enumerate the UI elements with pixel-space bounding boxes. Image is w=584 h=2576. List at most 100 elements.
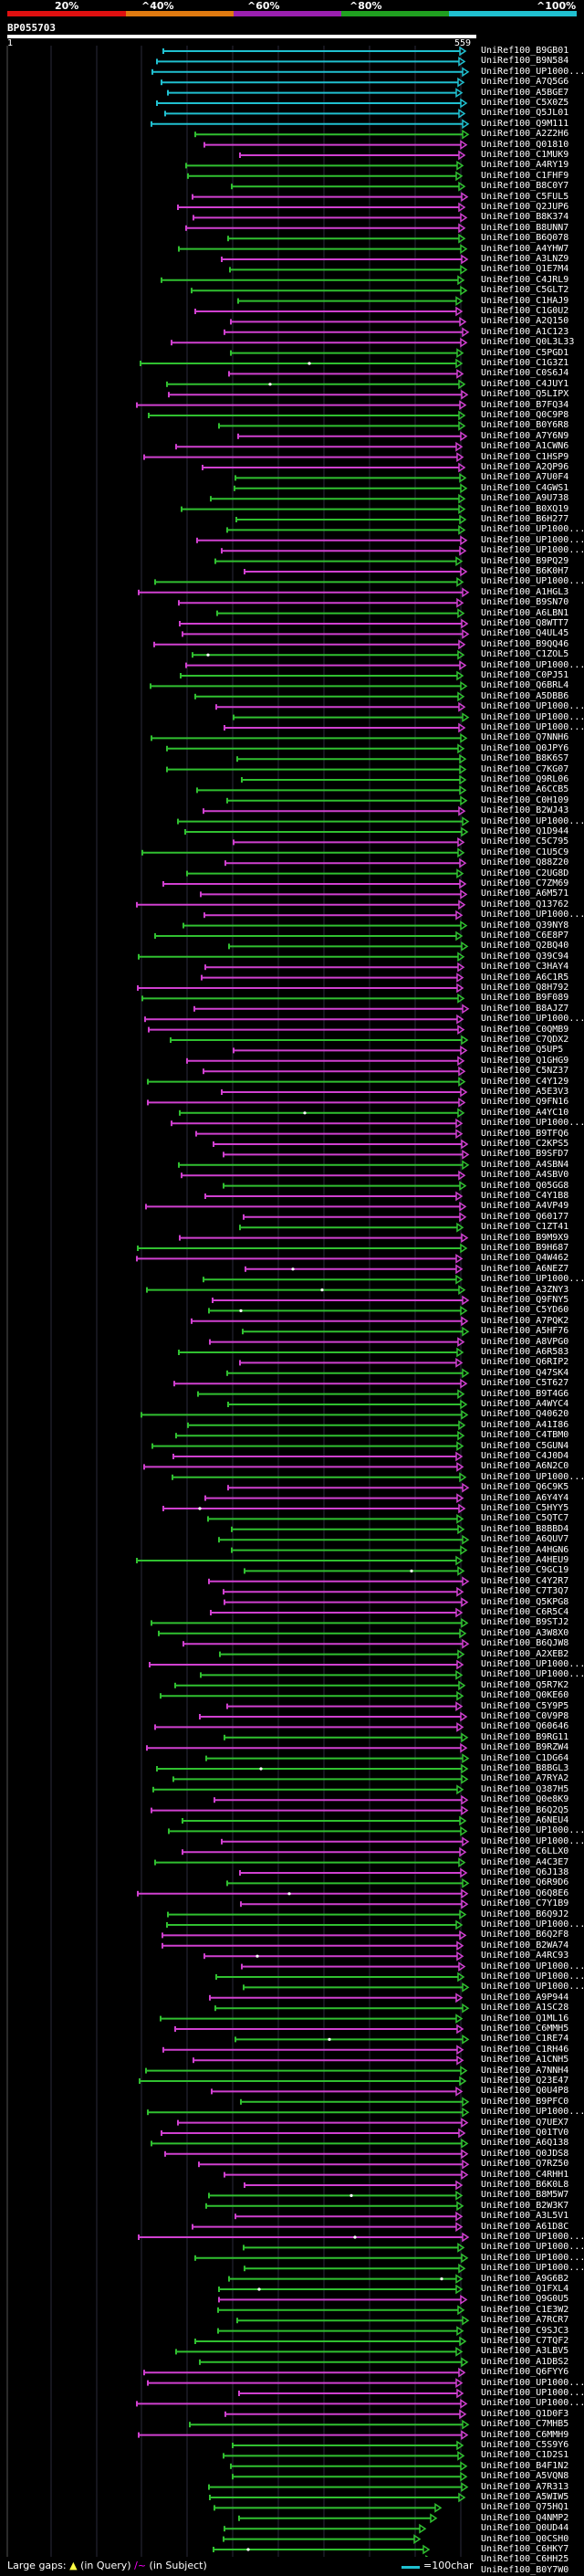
hit-label[interactable]: UniRef100_A2Q150 (481, 316, 569, 327)
hit-label[interactable]: UniRef100_C5Y9P5 (481, 1700, 569, 1711)
hit-label[interactable]: UniRef100_B8M5W7 (481, 2190, 569, 2201)
hit-label[interactable]: UniRef100_C5GLT2 (481, 285, 569, 296)
hit-label[interactable]: UniRef100_C9GC19 (481, 1565, 569, 1576)
hit-label[interactable]: UniRef100_B9F089 (481, 993, 569, 1004)
hit-label[interactable]: UniRef100_Q4UL45 (481, 628, 569, 639)
hit-label[interactable]: UniRef100_C5T627 (481, 1378, 569, 1389)
hit-label[interactable]: UniRef100_A3ZNY3 (481, 1284, 569, 1295)
hit-label[interactable]: UniRef100_B0XQ19 (481, 503, 569, 514)
hit-label[interactable]: UniRef100_Q5UP5 (481, 1045, 564, 1056)
hit-label[interactable]: UniRef100_UP1000... (481, 1961, 584, 1971)
hit-label[interactable]: UniRef100_C0S6J4 (481, 368, 569, 379)
hit-label[interactable]: UniRef100_C7Y1B9 (481, 1898, 569, 1909)
hit-label[interactable]: UniRef100_A6NEU4 (481, 1815, 569, 1825)
hit-label[interactable]: UniRef100_C4Y129 (481, 1076, 569, 1087)
hit-label[interactable]: UniRef100_UP1000... (481, 2377, 584, 2388)
hit-label[interactable]: UniRef100_A7Y6N9 (481, 430, 569, 441)
hit-label[interactable]: UniRef100_C1MUK9 (481, 150, 569, 160)
hit-label[interactable]: UniRef100_B9RZW4 (481, 1742, 569, 1753)
hit-label[interactable]: UniRef100_Q6R9D6 (481, 1877, 569, 1888)
hit-label[interactable]: UniRef100_A9G6B2 (481, 2273, 569, 2284)
hit-label[interactable]: UniRef100_B9N584 (481, 56, 569, 67)
hit-label[interactable]: UniRef100_UP1000... (481, 1825, 584, 1836)
hit-label[interactable]: UniRef100_Q6RIP2 (481, 1357, 569, 1368)
hit-label[interactable]: UniRef100_C2KPS5 (481, 1139, 569, 1149)
hit-label[interactable]: UniRef100_UP1000... (481, 722, 584, 732)
hit-label[interactable]: UniRef100_A4HEU9 (481, 1555, 569, 1565)
hit-label[interactable]: UniRef100_Q40620 (481, 1409, 569, 1420)
hit-label[interactable]: UniRef100_Q0L3L33 (481, 337, 575, 348)
hit-label[interactable]: UniRef100_Q60177 (481, 1211, 569, 1222)
hit-label[interactable]: UniRef100_A8VPG0 (481, 1336, 569, 1347)
hit-label[interactable]: UniRef100_B9H687 (481, 1243, 569, 1253)
hit-label[interactable]: UniRef100_Q6C9K5 (481, 1482, 569, 1493)
hit-label[interactable]: UniRef100_A7PQK2 (481, 1315, 569, 1326)
hit-label[interactable]: UniRef100_C4Y2R7 (481, 1575, 569, 1586)
hit-label[interactable]: UniRef100_UP1000... (481, 701, 584, 712)
hit-label[interactable]: UniRef100_B6H277 (481, 514, 569, 524)
hit-label[interactable]: UniRef100_Q0JDS8 (481, 2148, 569, 2159)
hit-label[interactable]: UniRef100_B9M9X9 (481, 1232, 569, 1243)
hit-label[interactable]: UniRef100_Q05GG8 (481, 1180, 569, 1191)
hit-label[interactable]: UniRef100_B8K6S7 (481, 753, 569, 764)
hit-label[interactable]: UniRef100_Q1GHG9 (481, 1055, 569, 1066)
hit-label[interactable]: UniRef100_Q6J138 (481, 1867, 569, 1877)
hit-label[interactable]: UniRef100_B4F1N2 (481, 2460, 569, 2471)
hit-label[interactable]: UniRef100_Q75HQ1 (481, 2502, 569, 2513)
hit-label[interactable]: UniRef100_Q6Q8E6 (481, 1887, 569, 1898)
hit-label[interactable]: UniRef100_UP1000... (481, 1118, 584, 1129)
hit-label[interactable]: UniRef100_C5YD60 (481, 1305, 569, 1316)
hit-label[interactable]: UniRef100_A7R313 (481, 2481, 569, 2492)
hit-label[interactable]: UniRef100_C1G0U2 (481, 306, 569, 316)
hit-label[interactable]: UniRef100_B6QJW8 (481, 1638, 569, 1649)
hit-label[interactable]: UniRef100_B0Y6R8 (481, 420, 569, 431)
hit-label[interactable]: UniRef100_C1DG64 (481, 1752, 569, 1763)
hit-label[interactable]: UniRef100_A7NNH4 (481, 2065, 569, 2076)
hit-label[interactable]: UniRef100_UP1000... (481, 1669, 584, 1680)
hit-label[interactable]: UniRef100_C5FUL5 (481, 191, 569, 202)
hit-label[interactable]: UniRef100_B9SFD7 (481, 1149, 569, 1160)
hit-label[interactable]: UniRef100_A5E3V3 (481, 1087, 569, 1097)
hit-label[interactable]: UniRef100_A4SBN4 (481, 1159, 569, 1170)
hit-label[interactable]: UniRef100_UP1000... (481, 711, 584, 722)
hit-label[interactable]: UniRef100_B6Q2F8 (481, 1929, 569, 1940)
hit-label[interactable]: UniRef100_Q9G0U5 (481, 2294, 569, 2305)
hit-label[interactable]: UniRef100_A3LBV5 (481, 2346, 569, 2357)
hit-label[interactable]: UniRef100_C0QMB9 (481, 1024, 569, 1035)
hit-label[interactable]: UniRef100_C7QDX2 (481, 1035, 569, 1045)
hit-label[interactable]: UniRef100_Q39C94 (481, 951, 569, 962)
hit-label[interactable]: UniRef100_C1D2S1 (481, 2450, 569, 2461)
hit-label[interactable]: UniRef100_A7RYA2 (481, 1773, 569, 1784)
hit-label[interactable]: UniRef100_A61D8C (481, 2221, 569, 2232)
hit-label[interactable]: UniRef100_Q7UEX7 (481, 2117, 569, 2128)
hit-label[interactable]: UniRef100_C7T3Q7 (481, 1586, 569, 1597)
hit-label[interactable]: UniRef100_B7FQ34 (481, 399, 569, 410)
hit-label[interactable]: UniRef100_Q0U4P8 (481, 2086, 569, 2097)
hit-label[interactable]: UniRef100_B9TFQ6 (481, 1128, 569, 1139)
hit-label[interactable]: UniRef100_C1ZT41 (481, 1222, 569, 1233)
hit-label[interactable]: UniRef100_A4YC10 (481, 1107, 569, 1118)
hit-label[interactable]: UniRef100_B2WJ43 (481, 805, 569, 816)
hit-label[interactable]: UniRef100_C1ZOL5 (481, 649, 569, 660)
hit-label[interactable]: UniRef100_C1RE74 (481, 2034, 569, 2045)
hit-label[interactable]: UniRef100_A1SC28 (481, 2003, 569, 2013)
hit-label[interactable]: UniRef100_B9GB01 (481, 46, 569, 56)
hit-label[interactable]: UniRef100_A7Q5G6 (481, 77, 569, 88)
hit-label[interactable]: UniRef100_UP1000... (481, 534, 584, 545)
hit-label[interactable]: UniRef100_C1FHF9 (481, 170, 569, 181)
hit-label[interactable]: UniRef100_Q0KE60 (481, 1690, 569, 1701)
hit-label[interactable]: UniRef100_C1E3W2 (481, 2304, 569, 2315)
hit-label[interactable]: UniRef100_C6LLX0 (481, 1846, 569, 1857)
hit-label[interactable]: UniRef100_B2WA74 (481, 1940, 569, 1950)
hit-label[interactable]: UniRef100_C3HAY4 (481, 962, 569, 973)
hit-label[interactable]: UniRef100_C6E8P7 (481, 931, 569, 941)
hit-label[interactable]: UniRef100_A5VQN8 (481, 2471, 569, 2482)
hit-label[interactable]: UniRef100_UP1000... (481, 815, 584, 826)
hit-label[interactable]: UniRef100_C5C795 (481, 836, 569, 847)
hit-label[interactable]: UniRef100_A6N2C0 (481, 1461, 569, 1472)
hit-label[interactable]: UniRef100_C6MMH5 (481, 2024, 569, 2034)
hit-label[interactable]: UniRef100_A4VP49 (481, 1201, 569, 1212)
hit-label[interactable]: UniRef100_C4JRL9 (481, 274, 569, 285)
hit-label[interactable]: UniRef100_C4J0D4 (481, 1451, 569, 1461)
hit-label[interactable]: UniRef100_Q9FN16 (481, 1097, 569, 1108)
